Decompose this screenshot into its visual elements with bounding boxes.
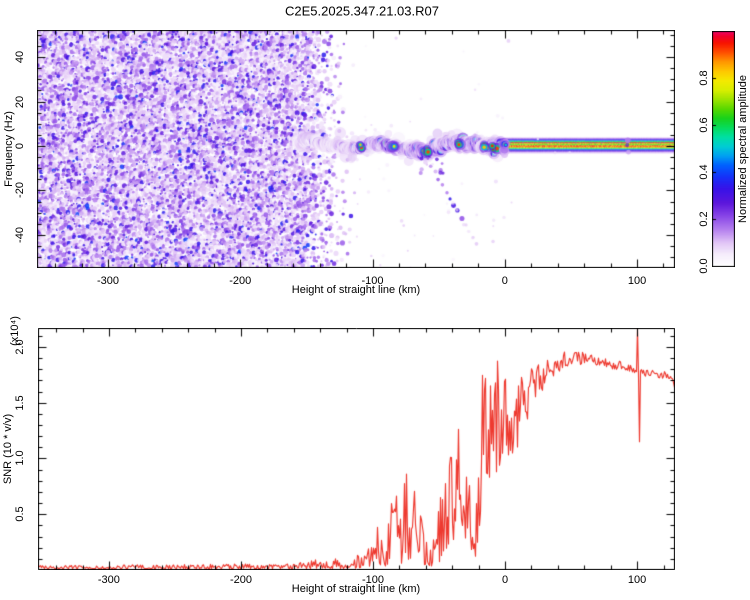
- top-x-tick-label: -100: [361, 275, 384, 287]
- colorbar-canvas: [712, 31, 735, 267]
- snr-canvas: [38, 328, 675, 570]
- bottom-y-tick-label: 1.5: [14, 395, 26, 411]
- top-y-tick-label: 0: [14, 142, 26, 150]
- top-xaxis-label: Height of straight line (km): [291, 284, 421, 296]
- top-x-tick-label: 100: [627, 275, 647, 287]
- bottom-y-tick-label: 1.0: [14, 450, 26, 467]
- bottom-y-tick-label: 0.5: [14, 506, 26, 522]
- bottom-x-tick-label: -200: [229, 574, 252, 586]
- colorbar-label: Normalized spectral amplitude: [737, 75, 749, 223]
- bottom-x-tick-label: 100: [627, 574, 647, 586]
- figure-title: C2E5.2025.347.21.03.R07: [285, 3, 439, 19]
- bottom-xaxis-label: Height of straight line (km): [291, 583, 421, 595]
- colorbar-tick-label: 0.8: [698, 70, 710, 86]
- bottom-x-tick-label: 0: [501, 574, 509, 586]
- bottom-x-tick-label: -300: [97, 574, 120, 586]
- colorbar-tick-label: 0.6: [698, 117, 710, 133]
- spectrogram-canvas: [37, 30, 675, 268]
- top-y-tick-label: -20: [14, 182, 26, 199]
- top-y-tick-label: 40: [14, 50, 26, 64]
- colorbar-tick-label: 0.2: [698, 211, 710, 227]
- top-x-tick-label: 0: [501, 275, 508, 287]
- top-y-tick-label: -40: [14, 226, 26, 243]
- bottom-x-tick-label: -100: [361, 574, 385, 586]
- snr-axis-label: SNR (10 * v/v): [2, 413, 14, 485]
- top-y-tick-label: 20: [14, 95, 26, 108]
- colorbar-tick-label: 0.0: [698, 258, 710, 274]
- top-x-tick-label: -300: [97, 275, 120, 287]
- top-x-tick-label: -200: [229, 275, 252, 287]
- colorbar-tick-label: 0.4: [698, 164, 710, 180]
- bottom-y-tick-label: 2.0: [14, 339, 26, 355]
